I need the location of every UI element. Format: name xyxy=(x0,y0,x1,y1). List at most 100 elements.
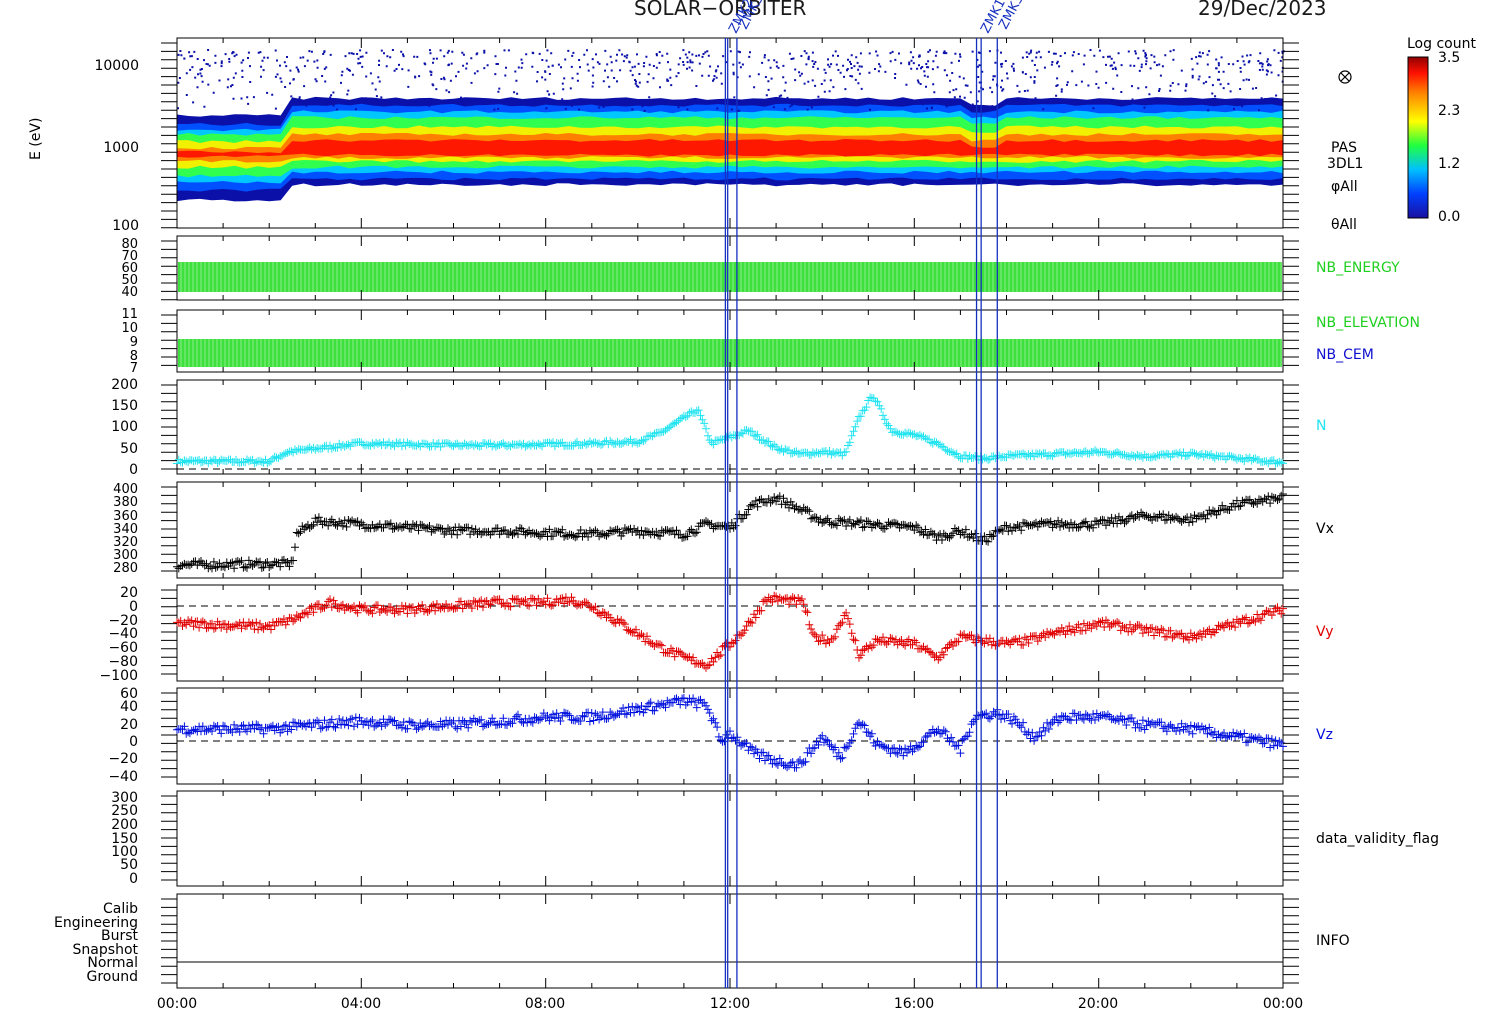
info-label: INFO xyxy=(1316,933,1350,949)
series-markers-vz xyxy=(173,694,1287,772)
y-tick-label: 40 xyxy=(120,699,138,715)
elevation-panel: 11 10 9 8 7 NB_ELEVATION NB_CEM xyxy=(121,307,1419,376)
vx-label: Vx xyxy=(1316,521,1334,537)
info-panel: Calib Engineering Burst Snapshot Normal … xyxy=(54,893,1350,989)
y-tick-label: 50 xyxy=(121,273,138,288)
spectrogram-label-3dl1: 3DL1 xyxy=(1327,156,1363,172)
nb-cem-label: NB_CEM xyxy=(1316,347,1374,363)
series-markers-n xyxy=(173,393,1287,468)
y-tick-label: −40 xyxy=(108,626,138,642)
y-tick-label: 7 xyxy=(130,361,138,376)
colorbar-tick: 1.2 xyxy=(1438,156,1460,172)
spectrogram-label-phi: φAll xyxy=(1331,179,1358,195)
validity-label: data_validity_flag xyxy=(1316,831,1439,847)
validity-panel: 300 250 200 150 100 50 0 data_validity_f… xyxy=(111,790,1439,887)
colorbar-title: Log count xyxy=(1407,36,1476,52)
y-tick-label: 20 xyxy=(120,717,138,733)
y-tick-label: 380 xyxy=(113,495,138,510)
spectrogram-image xyxy=(177,49,1285,202)
density-frame xyxy=(176,379,1284,475)
y-tick-label: 300 xyxy=(113,548,138,563)
y-tick-label: 80 xyxy=(121,237,138,252)
y-tick-label: 100 xyxy=(111,844,138,860)
vz-label: Vz xyxy=(1316,727,1333,743)
y-tick-label: −80 xyxy=(108,654,138,670)
density-series xyxy=(173,393,1287,468)
x-tick-label: 20:00 xyxy=(1078,996,1118,1012)
y-tick-label: 340 xyxy=(113,522,138,537)
x-tick-marks xyxy=(176,38,1284,988)
vy-frame xyxy=(176,584,1284,682)
y-tick-label: 50 xyxy=(120,441,138,457)
y-tick-label: 20 xyxy=(120,585,138,601)
nb-energy-label: NB_ENERGY xyxy=(1316,260,1400,276)
event-markers xyxy=(724,38,998,988)
y-tick-label: 10000 xyxy=(94,58,139,74)
x-tick-label: 04:00 xyxy=(341,996,381,1012)
spectrogram-band xyxy=(177,138,1283,158)
colorbar-tick: 3.5 xyxy=(1438,50,1460,66)
y-tick-label: 0 xyxy=(129,462,138,478)
info-frame xyxy=(176,893,1284,989)
y-tick-marks xyxy=(161,42,1299,984)
validity-frame xyxy=(176,790,1284,887)
energy-hatch xyxy=(180,262,1282,292)
y-tick-label: 100 xyxy=(112,218,139,234)
y-tick-label: −40 xyxy=(108,769,138,785)
vy-label: Vy xyxy=(1316,624,1334,640)
x-tick-label: 00:00 xyxy=(1263,996,1303,1012)
y-tick-label: 200 xyxy=(111,817,138,833)
y-tick-label: 70 xyxy=(121,249,138,264)
elevation-hatch xyxy=(180,339,1282,367)
y-tick-label: −60 xyxy=(108,640,138,656)
series-markers-vy xyxy=(173,591,1287,672)
energy-fill xyxy=(178,262,1282,292)
y-tick-label: 200 xyxy=(111,377,138,393)
y-tick-label: 150 xyxy=(111,398,138,414)
y-tick-label: 10 xyxy=(121,321,138,336)
density-panel: 200 150 100 50 0 N xyxy=(111,377,1326,478)
colorbar-tick: 0.0 xyxy=(1438,209,1460,225)
y-tick-label: 360 xyxy=(113,509,138,524)
y-tick-label: 0 xyxy=(129,599,138,615)
y-tick-label: 60 xyxy=(120,686,138,702)
spectrogram-label-theta: θAll xyxy=(1331,217,1357,233)
x-tick-label: 16:00 xyxy=(894,996,934,1012)
y-tick-label: 0 xyxy=(129,734,138,750)
y-tick-label: 50 xyxy=(120,857,138,873)
colorbar-gradient xyxy=(1407,56,1429,219)
vy-panel: 20 0 −20 −40 −60 −80 −100 Vy xyxy=(100,584,1334,684)
x-tick-label: 00:00 xyxy=(157,996,197,1012)
y-tick-label: −20 xyxy=(108,613,138,629)
nb-elevation-label: NB_ELEVATION xyxy=(1316,315,1420,331)
energy-bars xyxy=(178,262,1282,292)
spectrogram-panel: E (eV) 10000 1000 100 PAS 3DL1 φAll θAll xyxy=(28,37,1363,234)
x-tick-label: 08:00 xyxy=(525,996,565,1012)
series-markers-vx xyxy=(173,490,1287,573)
y-tick-label: Normal xyxy=(87,955,138,971)
y-tick-label: 150 xyxy=(111,831,138,847)
y-tick-label: 400 xyxy=(113,482,138,497)
y-tick-label: 0 xyxy=(129,871,138,887)
otimes-icon xyxy=(1338,70,1352,84)
colorbar-tick: 2.3 xyxy=(1438,103,1460,119)
axis-ticks xyxy=(161,38,1299,988)
y-tick-label: 11 xyxy=(121,307,138,322)
y-tick-label: −20 xyxy=(108,751,138,767)
y-tick-label: Engineering xyxy=(54,915,138,931)
y-tick-label: 100 xyxy=(111,419,138,435)
y-tick-label: Burst xyxy=(101,928,139,944)
y-tick-label: 300 xyxy=(111,790,138,806)
y-tick-label: 280 xyxy=(113,561,138,576)
vy-series xyxy=(173,591,1287,672)
energy-panel: 80 70 60 50 40 NB_ENERGY xyxy=(121,235,1400,301)
y-tick-label: 40 xyxy=(121,285,138,300)
date-title: 29/Dec/2023 xyxy=(1198,0,1327,20)
y-tick-label: Snapshot xyxy=(73,942,139,958)
spectrogram-ylabel: E (eV) xyxy=(28,118,44,160)
y-tick-label: 60 xyxy=(121,261,138,276)
x-tick-label: 12:00 xyxy=(710,996,750,1012)
vz-series xyxy=(173,694,1287,772)
y-tick-label: Calib xyxy=(103,901,138,917)
